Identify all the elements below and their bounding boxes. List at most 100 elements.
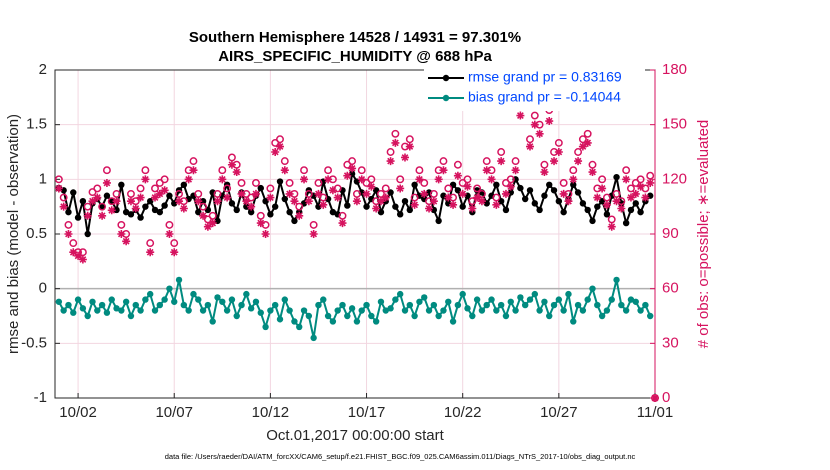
possible-obs-marker	[377, 189, 385, 198]
evaluated-obs-marker	[266, 193, 275, 202]
evaluated-obs-marker	[425, 204, 434, 213]
possible-obs-marker	[189, 157, 198, 166]
evaluated-obs-marker	[439, 166, 448, 175]
point	[546, 181, 553, 188]
evaluated-obs-marker	[352, 197, 361, 206]
possible-obs-marker	[540, 160, 549, 169]
x-tick-label: 10/22	[444, 404, 482, 421]
evaluated-obs-marker	[617, 204, 626, 213]
point	[199, 198, 207, 205]
evaluated-obs-marker	[102, 178, 111, 187]
point	[118, 181, 125, 188]
point	[185, 307, 192, 314]
evaluated-obs-marker	[372, 204, 381, 213]
point	[560, 208, 567, 216]
point	[459, 203, 466, 210]
evaluated-obs-marker	[203, 222, 212, 231]
point	[622, 307, 630, 314]
point	[137, 214, 144, 221]
evaluated-obs-marker	[641, 193, 650, 202]
evaluated-obs-marker	[564, 197, 573, 206]
evaluated-obs-marker	[405, 142, 414, 151]
possible-obs-marker	[208, 211, 217, 220]
possible-obs-marker	[622, 166, 631, 175]
point	[613, 276, 620, 284]
point	[632, 200, 639, 207]
evaluated-obs-marker	[107, 206, 116, 215]
point	[113, 206, 120, 214]
x-axis-label: Oct.01,2017 00:00:00 start	[266, 427, 444, 444]
x-tick-label: 10/27	[540, 404, 578, 421]
point	[416, 298, 423, 305]
evaluated-obs-marker	[607, 222, 616, 231]
possible-obs-marker	[266, 184, 275, 193]
y-tick-label: -0.5	[21, 334, 47, 351]
possible-obs-marker	[502, 179, 510, 187]
y2-tick-label: 120	[662, 170, 687, 187]
y2-tick-label: 180	[662, 61, 687, 78]
point	[166, 285, 173, 292]
possible-obs-marker	[511, 157, 520, 166]
possible-obs-marker	[439, 157, 448, 166]
point	[94, 307, 101, 314]
possible-obs-marker	[607, 215, 616, 224]
point	[271, 301, 279, 309]
possible-obs-marker	[314, 179, 323, 187]
point	[377, 298, 385, 305]
possible-obs-marker	[453, 160, 462, 169]
possible-obs-marker	[458, 179, 467, 187]
point	[541, 298, 548, 305]
possible-obs-marker	[574, 148, 583, 156]
possible-obs-marker	[559, 179, 568, 187]
possible-obs-marker	[627, 184, 635, 193]
x-tick-label: 10/02	[59, 404, 97, 421]
evaluated-obs-marker	[247, 202, 256, 211]
possible-obs-marker	[170, 239, 179, 248]
point	[142, 296, 149, 303]
point	[127, 312, 135, 320]
point	[262, 323, 269, 331]
point	[243, 290, 250, 298]
point	[531, 200, 539, 207]
evaluated-obs-marker	[357, 175, 366, 184]
possible-obs-marker	[88, 188, 97, 197]
evaluated-obs-marker	[271, 148, 280, 156]
evaluated-obs-marker	[497, 157, 506, 166]
evaluated-obs-marker	[540, 168, 549, 177]
y2-tick-label: 0	[662, 389, 670, 406]
evaluated-obs-marker	[415, 175, 424, 184]
point	[401, 198, 409, 205]
possible-obs-marker	[324, 166, 333, 175]
evaluated-obs-marker	[574, 157, 583, 166]
point	[579, 307, 587, 314]
point	[546, 312, 553, 320]
point	[156, 208, 164, 216]
possible-obs-marker	[482, 157, 491, 166]
possible-obs-marker	[386, 148, 395, 156]
point	[70, 309, 77, 316]
point	[267, 211, 274, 218]
point	[108, 198, 115, 205]
evaluated-obs-marker	[367, 182, 376, 191]
possible-obs-marker	[530, 111, 539, 120]
point	[449, 318, 457, 325]
possible-obs-marker	[631, 179, 640, 187]
evaluated-obs-marker	[146, 248, 155, 257]
evaluated-obs-marker	[319, 200, 328, 209]
evaluated-obs-marker	[131, 204, 140, 213]
point	[214, 294, 221, 301]
point	[570, 181, 577, 188]
possible-obs-marker	[304, 189, 313, 198]
evaluated-obs-marker	[545, 117, 554, 126]
evaluated-obs-marker	[381, 193, 390, 202]
point	[560, 307, 567, 314]
point	[281, 195, 289, 203]
possible-obs-marker	[237, 179, 246, 187]
point	[339, 301, 346, 309]
point	[430, 301, 438, 309]
possible-obs-marker	[155, 179, 164, 187]
point	[329, 208, 337, 216]
evaluated-obs-marker	[526, 142, 534, 151]
point	[70, 189, 77, 196]
point	[565, 290, 572, 298]
